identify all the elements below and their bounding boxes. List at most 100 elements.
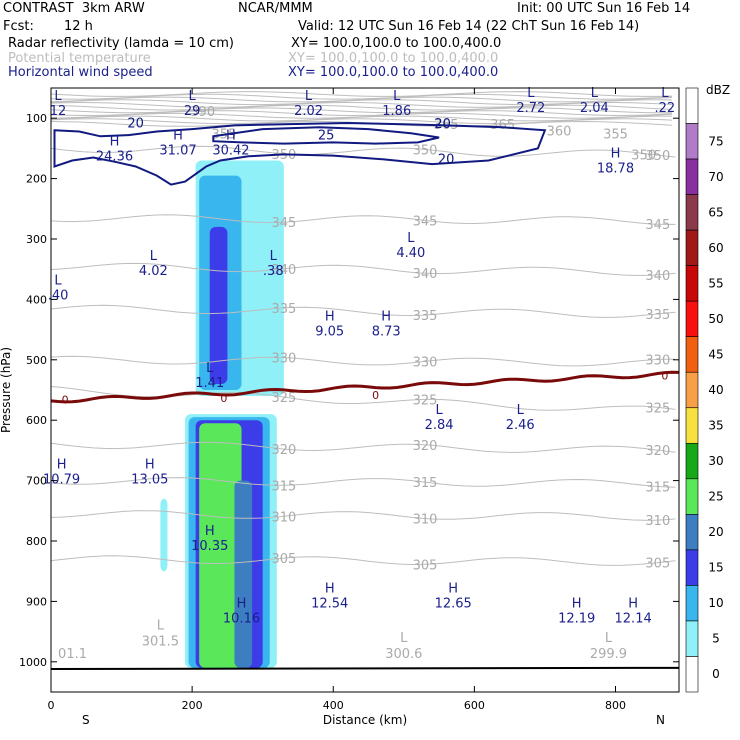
theta-isoline (51, 96, 672, 103)
y-tick-label: 800 (26, 535, 47, 548)
theta-isoline-label: 320 (413, 439, 438, 454)
wind-hl-marker: H (325, 310, 335, 325)
plot-frame (50, 87, 680, 693)
colorbar-label: 25 (708, 490, 723, 504)
theta-isoline (51, 510, 676, 521)
fcst-label: Fcst: (3, 19, 34, 34)
wind-hl-value: 2.46 (506, 418, 535, 433)
wind-hl-value: 9.05 (315, 325, 344, 340)
wind-hl-value: 24.36 (96, 149, 133, 164)
wind-hl-value: 12.65 (435, 596, 472, 611)
wind-hl-value: 31.07 (159, 143, 196, 158)
x-axis-label: Distance (km) (323, 713, 407, 727)
theta-isoline-label: 335 (271, 302, 296, 317)
theta-low-value: 300.6 (385, 647, 422, 662)
theta-isoline-label: 340 (645, 269, 670, 284)
theta-isoline (51, 91, 672, 97)
wind-hl-marker: H (205, 524, 215, 539)
theta-isoline (51, 555, 676, 566)
colorbar-swatch (685, 407, 699, 444)
colorbar-swatch (685, 656, 699, 693)
colorbar-swatch (685, 620, 699, 657)
colorbar-label: 40 (708, 383, 723, 397)
colorbar-swatch (685, 442, 699, 480)
wind-hl-value: 29 (184, 104, 201, 119)
theta-isoline-label: 325 (271, 391, 296, 406)
x-tick-label: 600 (464, 699, 485, 712)
wind-contour-label: 20 (434, 117, 451, 132)
theta-top-label: 355 (603, 127, 628, 142)
wind-hl-value: 13.05 (131, 473, 168, 488)
y-tick-label: 100 (26, 112, 47, 125)
wind-contour-label: 25 (318, 129, 335, 144)
theta-isoline-label: 350 (645, 149, 670, 164)
colorbar-swatch (685, 585, 699, 622)
theta-isoline-label: 330 (645, 353, 670, 368)
wind-hl-marker: H (110, 134, 120, 149)
wind-hl-marker: L (54, 273, 62, 288)
colorbar-swatch (685, 514, 699, 551)
colorbar-swatch (685, 549, 699, 586)
theta-isoline (51, 477, 676, 488)
wind-hl-marker: H (226, 128, 236, 143)
y-tick-label: 700 (26, 475, 47, 488)
wind-hl-marker: H (381, 310, 391, 325)
y-tick-label: 400 (26, 293, 47, 306)
x-tick-label: 800 (605, 699, 626, 712)
y-tick-label: 1000 (19, 656, 47, 669)
x-end-left-label: S (82, 713, 90, 727)
reflectivity-region (160, 498, 168, 572)
theta-isoline (51, 104, 672, 111)
wind-hl-value: 2.02 (294, 104, 323, 119)
field-xy-theta: XY= 100.0,100.0 to 100.0,400.0 (288, 51, 499, 66)
zero-reflectivity-line: 0 0 0 0 (50, 370, 680, 671)
wind-contour-label: 20 (438, 153, 455, 168)
zero-line-label: 0 (372, 389, 379, 402)
theta-isoline (51, 93, 672, 100)
wind-hl-marker: L (188, 89, 196, 104)
colorbar-label: 55 (708, 276, 723, 290)
colorbar-swatch (685, 158, 699, 195)
y-axis-label: Pressure (hPa) (0, 347, 13, 433)
reflectivity-region (234, 480, 253, 668)
colorbar-swatch (685, 194, 699, 231)
field-name-reflectivity: Radar reflectivity (lamda = 10 cm) (8, 36, 234, 51)
wind-hl-marker: H (448, 581, 458, 596)
theta-isoline-label: 330 (271, 352, 296, 367)
wind-hl-marker: H (611, 147, 621, 162)
field-name-theta: Potential temperature (8, 51, 151, 66)
y-tick-label: 500 (26, 354, 47, 367)
wind-hl-value: 12.14 (615, 611, 652, 626)
theta-isoline-label: 310 (645, 514, 670, 529)
wind-hl-value: 4.02 (139, 264, 168, 279)
fcst-value: 12 h (64, 19, 93, 34)
colorbar-swatch (685, 336, 699, 373)
x-end-right-label: N (656, 713, 665, 727)
wind-hl-marker: H (145, 458, 155, 473)
wind-hl-value: 10.79 (43, 473, 80, 488)
theta-isoline-label: 305 (645, 557, 670, 572)
chart-header: CONTRAST 3km ARW NCAR/MMM Init: 00 UTC S… (0, 0, 740, 86)
init-time: Init: 00 UTC Sun 16 Feb 14 (517, 1, 691, 16)
colorbar-label: 65 (708, 205, 723, 219)
wind-hl-marker: L (517, 403, 525, 418)
wind-speed-contours: 20 25 20 20 (53, 116, 547, 186)
theta-isoline-label: 320 (271, 443, 296, 458)
colorbar-swatch (685, 229, 699, 266)
colorbar-label: 15 (708, 561, 723, 575)
wind-hl-value: 12 (50, 104, 67, 119)
theta-isoline-label: 315 (271, 479, 296, 494)
zero-line (50, 370, 680, 404)
theta-isoline-label: 345 (645, 218, 670, 233)
wind-contour-25 (212, 126, 440, 145)
wind-hl-value: 2.72 (516, 101, 545, 116)
wind-hl-value: 1.41 (195, 376, 224, 391)
x-tick-label: 200 (182, 699, 203, 712)
theta-isoline (51, 262, 676, 276)
valid-time: Valid: 12 UTC Sun 16 Feb 14 (22 ChT Sun … (298, 19, 640, 34)
contour-labels: L12L29L2.02L1.86L2.72L2.04L.22H24.36H31.… (43, 86, 675, 626)
wind-hl-marker: H (57, 458, 67, 473)
wind-hl-value: 8.73 (372, 325, 401, 340)
colorbar-label: 60 (708, 241, 723, 255)
colorbar: 0 5 10 15 20 25 30 35 40 45 50 55 60 65 70 75 (685, 87, 724, 693)
